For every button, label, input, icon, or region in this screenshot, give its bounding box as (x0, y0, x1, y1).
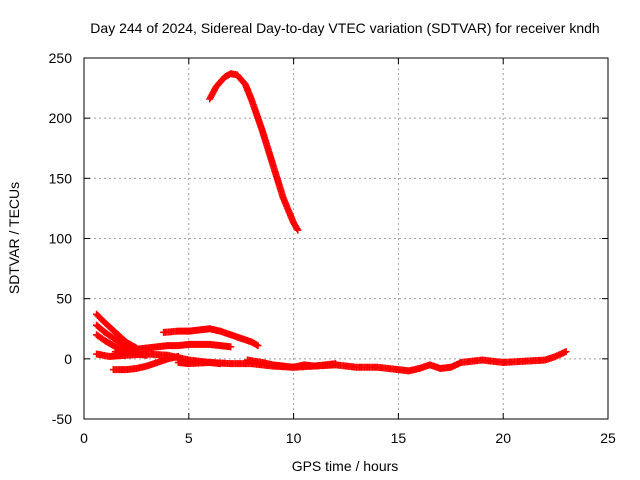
data-point (227, 343, 235, 351)
series-arc-i (243, 356, 340, 371)
data-point (332, 360, 340, 368)
y-tick-label: 150 (49, 170, 73, 186)
y-tick-label: 250 (49, 50, 73, 66)
x-tick-label: 25 (600, 430, 616, 446)
y-tick-label: 0 (64, 351, 72, 367)
series-arc-e (111, 340, 193, 356)
data-point (254, 342, 262, 350)
series-arc-g (109, 352, 182, 374)
data-points (93, 70, 570, 375)
y-tick-label: 200 (49, 110, 73, 126)
x-axis-label: GPS time / hours (292, 458, 399, 474)
series-arc-mid (160, 325, 262, 350)
y-tick-label: 100 (49, 231, 73, 247)
x-tick-label: 0 (80, 430, 88, 446)
axis-ticks: 0 5 10 15 20 25 -50 0 50 100 150 200 250 (49, 50, 616, 446)
x-tick-label: 10 (286, 430, 302, 446)
x-tick-label: 15 (391, 430, 407, 446)
data-point (174, 352, 182, 360)
data-point (293, 225, 301, 233)
chart-title: Day 244 of 2024, Sidereal Day-to-day VTE… (90, 20, 599, 36)
y-axis-label: SDTVAR / TECUs (6, 182, 22, 294)
series-arc-f (185, 340, 235, 351)
data-point (294, 226, 302, 234)
series-arc-high (206, 70, 302, 234)
y-tick-label: -50 (52, 411, 72, 427)
data-point (562, 348, 570, 356)
y-tick-label: 50 (56, 291, 72, 307)
x-tick-label: 5 (185, 430, 193, 446)
x-tick-label: 20 (495, 430, 511, 446)
